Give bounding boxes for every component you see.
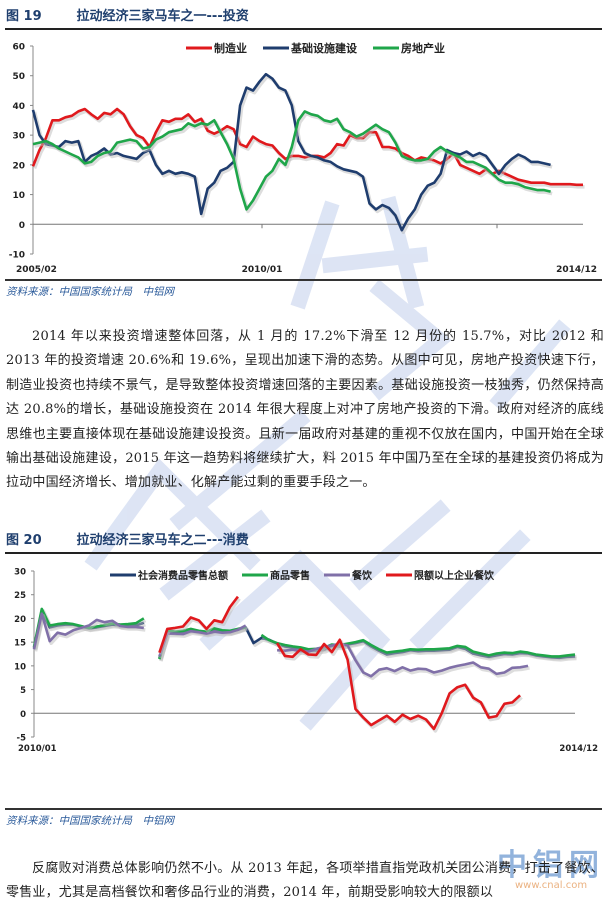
y-tick-label: 30	[12, 132, 25, 142]
figure19-number: 图 19	[6, 9, 42, 24]
y-tick-label: 25	[14, 591, 26, 601]
x-tick-label: 2010/01	[242, 265, 283, 275]
figure20-bottom-rule	[5, 808, 602, 810]
x-tick-label: 2014/12	[556, 265, 597, 275]
y-tick-label: 20	[14, 615, 26, 625]
series-line-2	[32, 110, 551, 211]
series-shadow	[159, 597, 241, 656]
series-line-3	[275, 638, 521, 731]
investment-analysis-paragraph: 2014 年以来投资增速整体回落，从 1 月的 17.2%下滑至 12 月份的 …	[6, 329, 604, 491]
y-tick-label: 5	[20, 686, 26, 696]
legend-label: 社会消费品零售总额	[137, 569, 228, 582]
y-tick-label: 0	[19, 221, 25, 231]
x-tick-label: 2014/12	[559, 744, 598, 754]
consumption-chart: -5 0 5 10 15 20 25 30 2010/01 2014/12 社会消费品零售总额 商品零…	[14, 568, 598, 755]
figure19-bottom-rule	[5, 279, 602, 281]
x-tick-label: 2005/02	[16, 265, 57, 275]
figure20-source: 资料来源：中国国家统计局 中铝网	[6, 815, 174, 827]
logo-url: www.cnal.com	[515, 880, 588, 891]
figure20-top-rule	[5, 552, 602, 554]
legend-label: 餐饮	[351, 569, 373, 582]
y-tick-label: 0	[20, 710, 26, 720]
y-tick-label: 60	[12, 43, 25, 53]
legend-label: 制造业	[214, 41, 247, 55]
series-line-3	[158, 595, 239, 654]
y-tick-label: 40	[12, 102, 25, 112]
series-line-2	[277, 642, 529, 678]
figure20-caption: 拉动经济三家马车之二---消费	[76, 533, 249, 548]
figure19-title: 图 19 拉动经济三家马车之一---投资	[6, 5, 249, 25]
figure19-caption: 拉动经济三家马车之一---投资	[76, 9, 249, 24]
y-tick-label: -10	[9, 251, 25, 261]
x-tick-label: 2010/01	[18, 744, 57, 754]
consumption-analysis-paragraph: 反腐败对消费总体影响仍然不小。从 2013 年起，各项举措直指党政机关团公消费，…	[6, 861, 604, 901]
legend-label: 限额以上企业餐饮	[414, 569, 495, 582]
figure19-source: 资料来源：中国国家统计局 中铝网	[6, 286, 174, 298]
legend-label: 房地产业	[401, 41, 445, 55]
y-tick-label: 10	[12, 191, 25, 201]
y-tick-label: 50	[12, 72, 25, 82]
y-tick-label: 10	[14, 662, 26, 672]
series-shadow	[159, 625, 249, 659]
logo-text: 中铝网	[497, 848, 605, 883]
investment-chart: -10 0 10 20 30 40 50 60 2005/02 2010/01 2014/12 制造业…	[9, 41, 597, 275]
figure20-number: 图 20	[6, 533, 42, 548]
series-line-2	[32, 612, 144, 650]
y-tick-label: 20	[12, 161, 25, 171]
cnal-logo-watermark: 中铝网 www.cnal.com	[497, 840, 605, 891]
legend-label: 基础设施建设	[290, 41, 358, 55]
y-tick-label: -5	[17, 734, 27, 744]
legend-label: 商品零售	[270, 569, 310, 582]
y-tick-label: 30	[14, 568, 26, 578]
series-line-1	[31, 72, 551, 232]
series-shadow	[33, 613, 146, 652]
series-line-2	[158, 624, 247, 657]
figure19-top-rule	[5, 28, 602, 30]
y-tick-label: 15	[14, 639, 26, 649]
figure20-title: 图 20 拉动经济三家马车之二---消费	[6, 529, 249, 549]
